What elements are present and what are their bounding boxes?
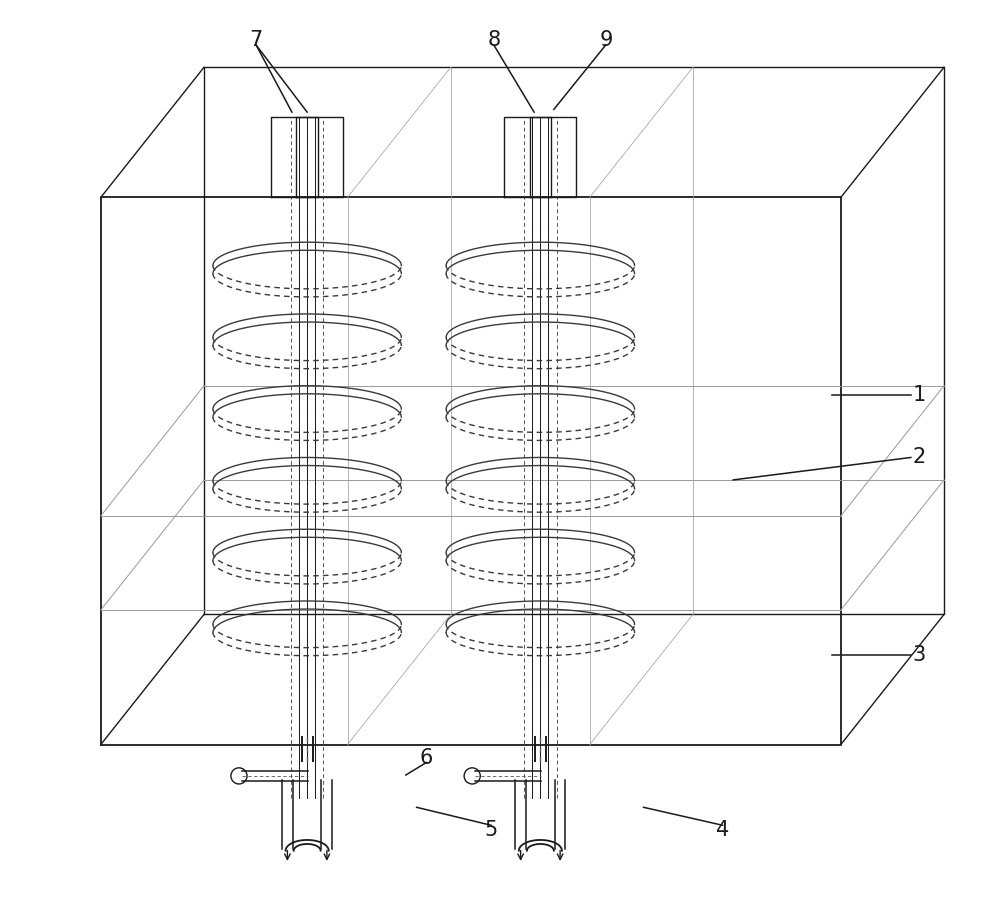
Text: 6: 6 (420, 748, 433, 768)
Text: 1: 1 (913, 385, 926, 405)
Text: 7: 7 (249, 30, 263, 50)
Text: 8: 8 (487, 30, 500, 50)
Text: 9: 9 (599, 30, 613, 50)
Text: 4: 4 (716, 820, 729, 840)
Text: 3: 3 (913, 645, 926, 665)
Text: 2: 2 (913, 448, 926, 467)
Text: 5: 5 (484, 820, 498, 840)
